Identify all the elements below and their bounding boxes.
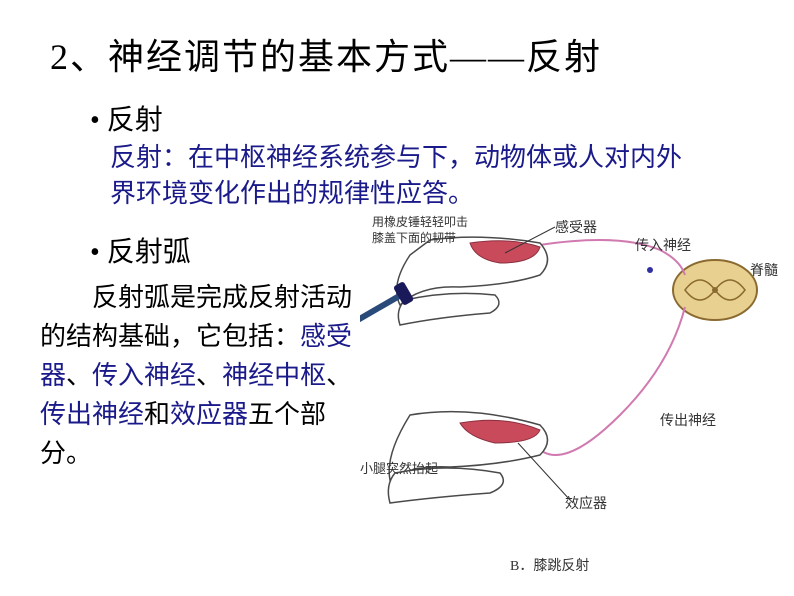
label-legup: 小腿突然抬起 — [360, 458, 438, 477]
label-effector: 效应器 — [565, 493, 607, 513]
label-spinal: 脊髓 — [750, 260, 778, 280]
reflex-definition: 反射：在中枢神经系统参与下，动物体或人对内外界环境变化作出的规律性应答。 — [110, 140, 690, 213]
spinal-cord-icon — [673, 260, 757, 320]
sep: 、 — [66, 361, 92, 390]
sep: 、 — [326, 361, 352, 390]
bullet-reflex: • 反射 — [90, 98, 163, 138]
label-afferent: 传入神经 — [635, 235, 691, 255]
diagram-caption: B．膝跳反射 — [510, 555, 589, 575]
sep: 、 — [196, 361, 222, 390]
keyword-efferent: 传出神经 — [40, 400, 144, 429]
diagram-svg — [360, 215, 780, 585]
arc-text-mid: 和 — [144, 400, 170, 429]
upper-leg-icon — [397, 237, 548, 325]
keyword-effector: 效应器 — [170, 400, 248, 429]
page-title: 2、神经调节的基本方式——反射 — [50, 28, 602, 80]
reflex-arc-description: 反射弧是完成反射活动的结构基础，它包括：感受器、传入神经、神经中枢、传出神经和效… — [40, 278, 360, 473]
bullet-reflex-arc: • 反射弧 — [90, 230, 191, 270]
efferent-nerve-icon — [535, 307, 685, 455]
label-receptor: 感受器 — [555, 217, 597, 237]
keyword-afferent: 传入神经 — [92, 361, 196, 390]
reflex-arc-diagram: 用橡皮锤轻轻叩击膝盖下面的韧带 感受器 传入神经 脊髓 传出神经 小腿突然抬起 … — [360, 215, 780, 585]
label-efferent: 传出神经 — [660, 410, 716, 430]
neuron-dot-icon — [647, 267, 653, 273]
label-hammer: 用橡皮锤轻轻叩击膝盖下面的韧带 — [372, 215, 468, 246]
keyword-center: 神经中枢 — [222, 361, 326, 390]
